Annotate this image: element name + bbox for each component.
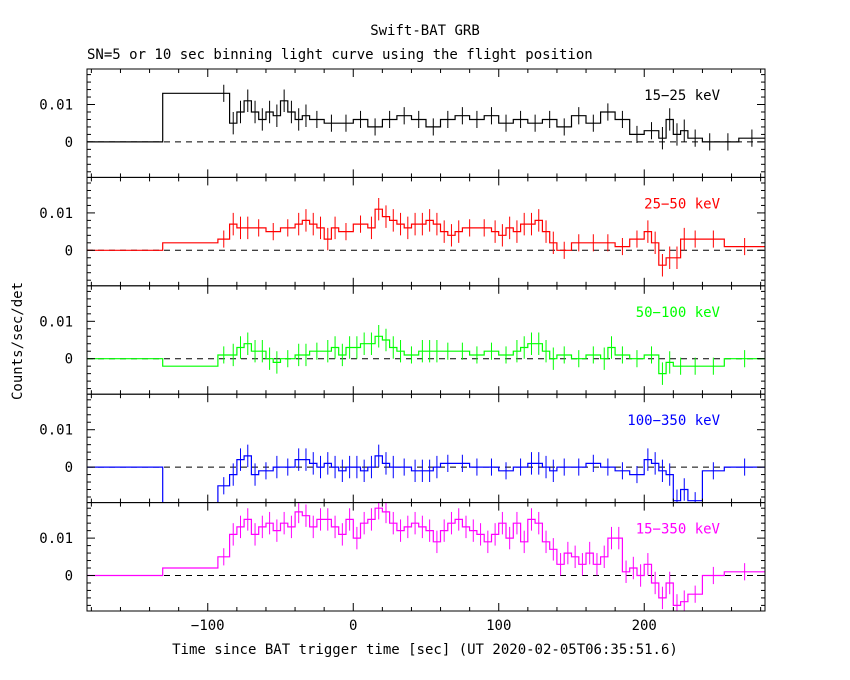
y-tick-label: 0.01 xyxy=(39,314,73,330)
x-tick-label: 200 xyxy=(632,618,657,634)
data-group xyxy=(87,84,765,151)
data-group xyxy=(87,325,765,385)
data-group xyxy=(87,502,765,612)
y-tick-label: 0 xyxy=(65,568,73,584)
panel-frame xyxy=(86,502,766,612)
panel-1: 0 0.01 15−25 keV xyxy=(39,68,766,178)
y-tick-label: 0 xyxy=(65,135,73,151)
y-tick-label: 0.01 xyxy=(39,206,73,222)
chart-subtitle: SN=5 or 10 sec binning light curve using… xyxy=(87,47,593,63)
data-group xyxy=(87,197,765,277)
y-tick-label: 0.01 xyxy=(39,423,73,439)
x-axis-label: Time since BAT trigger time [sec] (UT 20… xyxy=(172,642,678,658)
y-tick-label: 0 xyxy=(65,243,73,259)
panel-5: 0 0.01 15−350 keV −100 0 100 200 xyxy=(39,502,766,634)
panel-frame xyxy=(86,285,766,395)
step-curve xyxy=(87,335,765,375)
y-tick-label: 0 xyxy=(65,460,73,476)
y-tick-label: 0.01 xyxy=(39,98,73,114)
x-tick-label: 0 xyxy=(349,618,357,634)
band-label: 15−25 keV xyxy=(644,88,720,104)
band-label: 100−350 keV xyxy=(627,413,720,429)
step-curve xyxy=(87,92,765,143)
panel-frame xyxy=(86,176,766,287)
step-curve xyxy=(87,507,765,606)
panel-3: 0 0.01 50−100 keV xyxy=(39,285,766,395)
y-tick-label: 0.01 xyxy=(39,531,73,547)
x-tick-label: −100 xyxy=(191,618,225,634)
y-axis-label: Counts/sec/det xyxy=(10,282,26,400)
panel-frame xyxy=(86,393,766,504)
band-label: 50−100 keV xyxy=(636,305,721,321)
chart-title: Swift-BAT GRB xyxy=(370,23,480,39)
data-group xyxy=(87,444,765,503)
step-curve xyxy=(87,455,765,503)
panel-2: 0 0.01 25−50 keV xyxy=(39,176,766,287)
band-label: 15−350 keV xyxy=(636,522,721,538)
band-label: 25−50 keV xyxy=(644,196,720,212)
panels-group: 0 0.01 15−25 keV 0 0.01 25−50 keV 0 0.01 50−100 … xyxy=(39,68,766,634)
panel-4: 0 0.01 100−350 keV xyxy=(39,393,766,504)
step-curve xyxy=(87,208,765,266)
y-tick-label: 0 xyxy=(65,352,73,368)
x-tick-label: 100 xyxy=(486,618,511,634)
